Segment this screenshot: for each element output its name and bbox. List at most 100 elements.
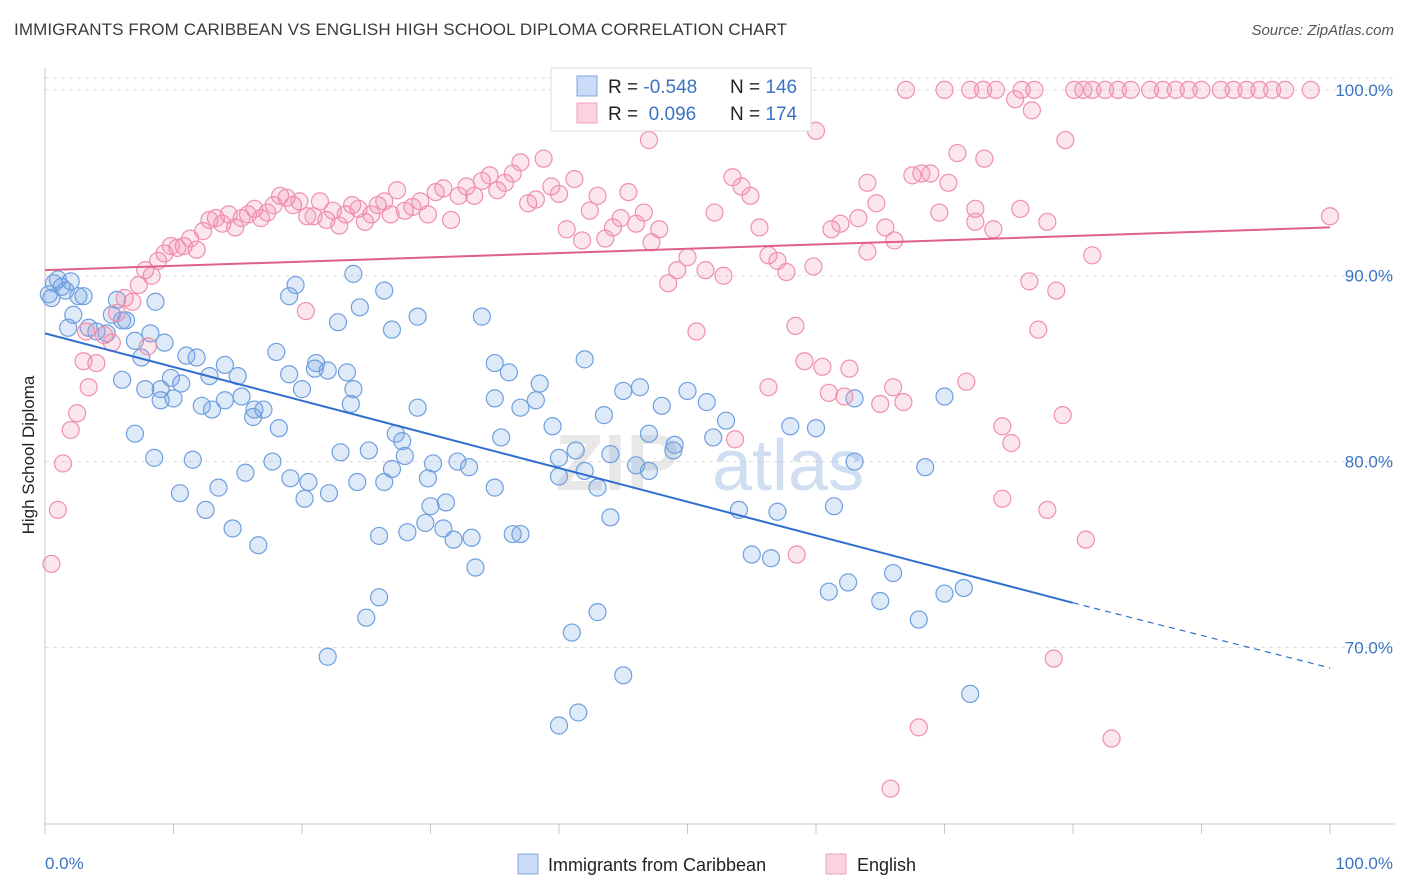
data-point-caribbean (594, 406, 614, 425)
data-point-english (480, 166, 499, 185)
data-point-english (1102, 729, 1121, 748)
data-point-caribbean (249, 536, 268, 555)
data-point-english (362, 205, 381, 224)
data-point-english (696, 261, 715, 280)
data-point-caribbean (459, 458, 479, 477)
data-point-english (714, 266, 733, 285)
data-point-caribbean (357, 608, 376, 627)
data-point-english (840, 359, 859, 378)
data-point-caribbean (280, 287, 299, 306)
data-point-english (881, 779, 900, 798)
data-point-english (1006, 90, 1025, 109)
data-point-english (639, 130, 659, 150)
data-point-caribbean (436, 493, 456, 512)
data-point-caribbean (267, 342, 286, 362)
data-point-caribbean (344, 264, 363, 283)
data-point-english (1076, 530, 1095, 549)
data-point-english (787, 545, 806, 564)
data-point-caribbean (492, 428, 511, 447)
data-point-english (565, 169, 584, 189)
data-point-english (986, 80, 1006, 99)
data-point-caribbean (448, 452, 467, 471)
data-point-caribbean (344, 380, 363, 399)
data-point-caribbean (359, 441, 378, 460)
bottom-legend-swatch-blue (517, 853, 539, 875)
data-point-caribbean (485, 389, 504, 408)
data-point-english (542, 177, 561, 196)
source-label: Source: ZipAtlas.com (1251, 22, 1394, 39)
data-point-english (1044, 649, 1063, 668)
data-point-caribbean (819, 582, 838, 601)
x-tick-label-min: 0.0% (45, 854, 84, 873)
data-point-english (1121, 80, 1140, 99)
data-point-english (795, 352, 814, 371)
data-point-english (95, 326, 114, 345)
data-point-caribbean (395, 446, 414, 466)
data-point-english (894, 393, 913, 412)
data-point-english (1038, 212, 1057, 231)
data-point-english (883, 378, 903, 397)
data-point-english (1038, 500, 1057, 520)
data-point-caribbean (954, 578, 973, 598)
data-point-caribbean (232, 387, 251, 406)
data-point-english (1192, 80, 1211, 99)
data-point-english (858, 242, 877, 261)
data-point-english (668, 261, 687, 280)
data-point-english (511, 153, 530, 172)
y-tick-labels: 70.0% 80.0% 90.0% 100.0% (1335, 81, 1393, 658)
series-english-points (42, 80, 1340, 798)
data-point-english (1275, 80, 1295, 99)
data-point-caribbean (511, 524, 530, 544)
data-point-english (966, 199, 985, 218)
data-point-caribbean (421, 497, 440, 516)
data-point-english (161, 236, 181, 256)
data-point-english (449, 186, 468, 205)
data-point-caribbean (192, 396, 211, 415)
data-point-english (1022, 101, 1041, 120)
data-point-english (948, 143, 967, 163)
data-point-english (138, 337, 157, 356)
data-point-caribbean (781, 417, 800, 436)
data-point-caribbean (909, 610, 928, 629)
data-point-english (1320, 207, 1340, 226)
data-point-caribbean (549, 716, 569, 735)
data-point-english (1029, 320, 1048, 339)
data-point-english (573, 231, 592, 250)
data-point-english (330, 216, 349, 235)
data-point-english (549, 184, 569, 204)
data-point-caribbean (806, 419, 826, 438)
data-point-caribbean (408, 398, 427, 417)
data-point-caribbean (112, 370, 132, 389)
data-point-english (1211, 80, 1230, 99)
data-point-caribbean (42, 288, 61, 308)
data-point-english (441, 210, 461, 230)
legend-n-label-blue: N = (730, 77, 765, 98)
data-point-english (1012, 80, 1031, 99)
data-point-caribbean (639, 424, 659, 443)
data-point-english (310, 192, 330, 211)
data-point-caribbean (223, 519, 242, 538)
data-point-caribbean (566, 441, 585, 460)
watermark-zip: ZIP (555, 418, 679, 507)
legend-box: R = -0.548 N = 146 R = 0.096 N = 174 (550, 67, 812, 132)
data-point-caribbean (286, 275, 305, 295)
data-point-english (557, 220, 576, 239)
trend-line-caribbean-extrapolated (1072, 602, 1331, 669)
trend-lines (44, 226, 1331, 669)
data-point-caribbean (588, 603, 607, 622)
data-point-english (588, 186, 607, 205)
data-point-caribbean (398, 523, 417, 542)
svg-text:N = 174: N = 174 (730, 104, 798, 125)
data-point-caribbean (292, 380, 312, 399)
data-point-caribbean (350, 298, 369, 317)
data-point-english (68, 404, 87, 423)
data-point-english (1153, 80, 1173, 99)
data-point-english (619, 182, 638, 202)
data-point-caribbean (125, 424, 145, 443)
data-point-caribbean (244, 407, 263, 427)
data-point-english (418, 205, 438, 224)
data-point-caribbean (569, 703, 588, 722)
data-point-caribbean (543, 417, 562, 436)
data-point-english (534, 149, 553, 168)
data-point-english (939, 173, 958, 192)
